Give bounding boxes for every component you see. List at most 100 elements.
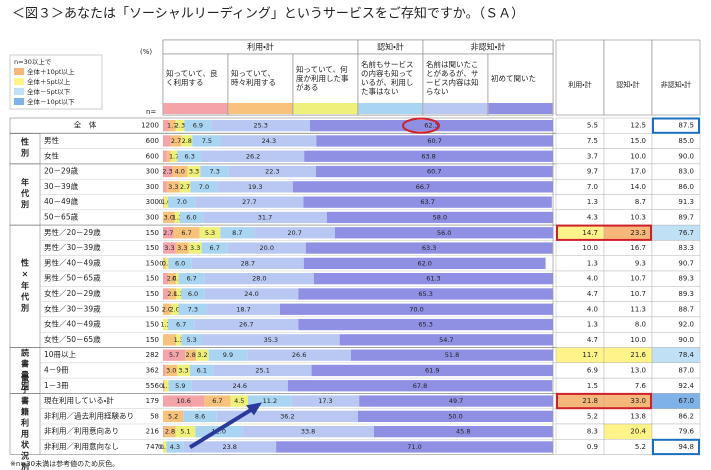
bar-segment — [178, 303, 208, 315]
bar-segment — [192, 135, 222, 147]
row-label: 30－39歳 — [44, 181, 79, 191]
value-label: 63.7 — [420, 198, 434, 206]
bar-segment — [177, 364, 190, 377]
value-label: 3.3 — [190, 244, 200, 252]
bar-segment — [164, 380, 169, 392]
summary-value: 4.0 — [587, 305, 598, 313]
value-label: 60.7 — [427, 168, 441, 176]
column-group-label: 利用・計 — [247, 42, 274, 52]
summary-value: 14.0 — [630, 183, 646, 191]
summary-value: 15.0 — [630, 137, 646, 145]
header-text-box: 知っていて、良く利用する — [166, 69, 218, 87]
value-label: 1.3 — [174, 336, 184, 344]
value-label: 5.3 — [205, 229, 215, 237]
n-value: 300 — [146, 213, 159, 221]
legend-entry: 知っていて、良く利用する — [166, 69, 218, 87]
summary-header: 非認知・計 — [661, 80, 691, 89]
bar-segment — [163, 227, 174, 239]
value-label: 1.1 — [162, 382, 172, 390]
value-label: 24.6 — [233, 382, 247, 390]
header-text-box: 知っていて、時々利用する — [231, 69, 276, 87]
summary-value: 10.7 — [630, 290, 646, 298]
bar-segment — [216, 410, 358, 422]
row-group-label: 電子書籍利用状況別 — [20, 374, 30, 470]
summary-value: 4.0 — [587, 275, 598, 283]
bar-segment — [334, 227, 554, 239]
value-label: 35.3 — [264, 336, 278, 344]
row-label: 男性／30－39歳 — [44, 242, 101, 252]
value-label: 2.7 — [180, 183, 190, 191]
bar-segment — [298, 288, 553, 300]
value-label: 2.8 — [165, 428, 175, 436]
value-label: 27.7 — [242, 198, 256, 206]
value-label: 7.3 — [210, 168, 220, 176]
summary-value: 14.7 — [582, 229, 598, 237]
value-label: 6.7 — [181, 229, 191, 237]
bar-segment — [202, 334, 340, 346]
summary-value: 7.5 — [587, 137, 598, 145]
summary-value: 13.0 — [630, 366, 646, 374]
value-label: 11.2 — [263, 397, 277, 405]
bar-segment — [168, 120, 176, 132]
value-label: 9.9 — [223, 351, 233, 359]
n-value: 150 — [146, 229, 159, 237]
row-label: 50－65歳 — [44, 211, 79, 221]
legend-entry: 初めて聞いた — [491, 73, 536, 83]
row-label: 非利用／過去利用経験あり — [44, 410, 134, 420]
bar-segment — [211, 120, 311, 132]
highlight-ellipse — [402, 117, 440, 134]
bar-segment — [287, 380, 553, 392]
value-label: 0.1 — [158, 443, 168, 451]
value-label: 2.3 — [175, 122, 185, 130]
row-label: 10冊以上 — [44, 350, 77, 359]
n-value: 282 — [146, 351, 159, 359]
row-group-label: 性×年代別 — [21, 257, 30, 314]
row-group-label: 読書量別 — [21, 347, 30, 392]
bar-segment — [201, 242, 228, 254]
bar-segment — [163, 242, 176, 254]
arrow-head — [246, 402, 262, 416]
row-label: 全 体 — [74, 120, 97, 130]
bar-segment — [184, 120, 212, 132]
bar-segment — [316, 135, 553, 147]
n-value: 556 — [146, 382, 160, 390]
summary-value: 23.3 — [630, 229, 646, 237]
legend-title: n=30以上で — [14, 57, 52, 66]
row-label: 4－9冊 — [44, 365, 69, 374]
value-label: 6.0 — [175, 259, 185, 267]
value-label: 1.7 — [167, 122, 177, 130]
highlight-box — [652, 438, 700, 456]
summary-value: 10.0 — [582, 244, 598, 252]
value-label: 2.8 — [186, 351, 196, 359]
bar-segment — [164, 196, 169, 208]
value-label: 0.8 — [160, 443, 170, 451]
value-label: 0.3 — [158, 198, 168, 206]
n-value: 150 — [146, 290, 159, 298]
value-label: 5.2 — [168, 412, 178, 420]
n-value: 150 — [146, 259, 159, 267]
bar-segment — [315, 165, 553, 178]
summary-value: 4.7 — [587, 336, 598, 344]
value-label: 28.0 — [252, 275, 266, 283]
legend-entry: 名前もサービスの内容も知っているが、利用した事はない — [361, 60, 414, 96]
chart-title: ＜図３＞あなたは「ソーシャルリーディング」というサービスをご存知ですか。（ＳＡ） — [12, 6, 524, 22]
summary-value: 85.0 — [678, 137, 694, 145]
summary-value: 10.0 — [630, 336, 646, 344]
bar-segment — [183, 441, 277, 453]
summary-value: 4.3 — [587, 213, 598, 221]
summary-value: 87.5 — [678, 122, 694, 130]
bar-segment — [181, 135, 193, 147]
bar-segment — [168, 380, 192, 392]
value-label: 3.3 — [164, 244, 174, 252]
summary-value: 89.7 — [678, 213, 694, 221]
value-label: 2.0 — [167, 275, 177, 283]
bar-segment — [189, 364, 214, 377]
row-label: 男性／50－65歳 — [44, 273, 101, 283]
bar-segment — [221, 135, 317, 147]
legend-color-strip — [423, 103, 488, 114]
summary-value: 9.3 — [635, 259, 646, 267]
summary-value: 10.0 — [630, 152, 646, 160]
header-text-box: 知っていて、何度か利用した事がある — [296, 65, 349, 92]
value-label: 0.7 — [172, 275, 182, 283]
